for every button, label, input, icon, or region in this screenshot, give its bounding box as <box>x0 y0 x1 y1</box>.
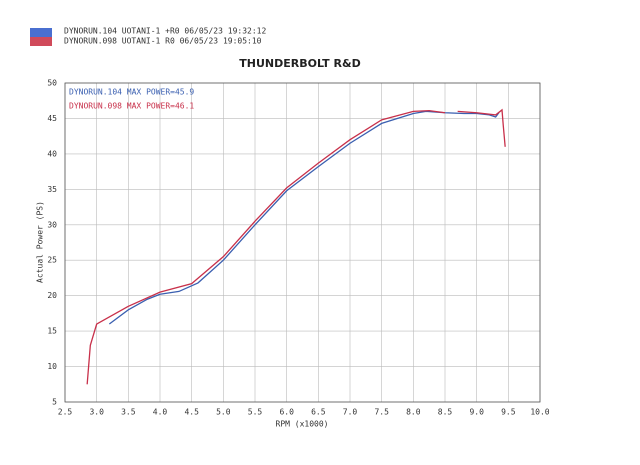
x-tick-label: 6.0 <box>279 408 294 417</box>
x-axis-label: RPM (x1000) <box>276 420 329 429</box>
x-tick-label: 3.0 <box>89 408 104 417</box>
legend-label: DYNORUN.098 MAX POWER=46.1 <box>69 102 194 111</box>
chart-title: THUNDERBOLT R&D <box>239 57 360 70</box>
y-tick-label: 20 <box>47 291 57 300</box>
y-tick-label: 35 <box>47 185 57 194</box>
x-tick-label: 7.5 <box>374 408 389 417</box>
x-tick-label: 8.0 <box>406 408 421 417</box>
x-tick-label: 7.0 <box>343 408 358 417</box>
data-line <box>108 110 500 325</box>
y-tick-label: 50 <box>47 79 57 88</box>
x-tick-label: 2.5 <box>58 408 73 417</box>
y-tick-label: 25 <box>47 256 57 265</box>
y-tick-label: 10 <box>47 362 57 371</box>
y-axis-label: Actual Power (PS) <box>36 201 45 283</box>
x-tick-label: 3.5 <box>121 408 136 417</box>
y-tick-label: 30 <box>47 220 57 229</box>
data-line <box>457 108 506 147</box>
swatch <box>30 28 52 37</box>
x-tick-label: 4.5 <box>184 408 199 417</box>
header-line: DYNORUN.104 UOTANI-1 +R0 06/05/23 19:32:… <box>64 27 266 36</box>
y-tick-label: 45 <box>47 114 57 123</box>
x-tick-label: 4.0 <box>153 408 168 417</box>
data-line <box>86 109 446 385</box>
legend-label: DYNORUN.104 MAX POWER=45.9 <box>69 88 194 97</box>
x-tick-label: 10.0 <box>530 408 549 417</box>
x-tick-label: 5.5 <box>248 408 263 417</box>
y-tick-label: 5 <box>52 398 57 407</box>
header-line: DYNORUN.098 UOTANI-1 R0 06/05/23 19:05:1… <box>64 37 262 46</box>
x-tick-label: 8.5 <box>438 408 453 417</box>
x-tick-label: 9.0 <box>469 408 484 417</box>
y-tick-label: 15 <box>47 327 57 336</box>
x-tick-label: 9.5 <box>501 408 516 417</box>
x-tick-label: 5.0 <box>216 408 231 417</box>
x-tick-label: 6.5 <box>311 408 326 417</box>
plot-frame <box>64 82 541 403</box>
swatch <box>30 37 52 46</box>
y-tick-label: 40 <box>47 149 57 158</box>
